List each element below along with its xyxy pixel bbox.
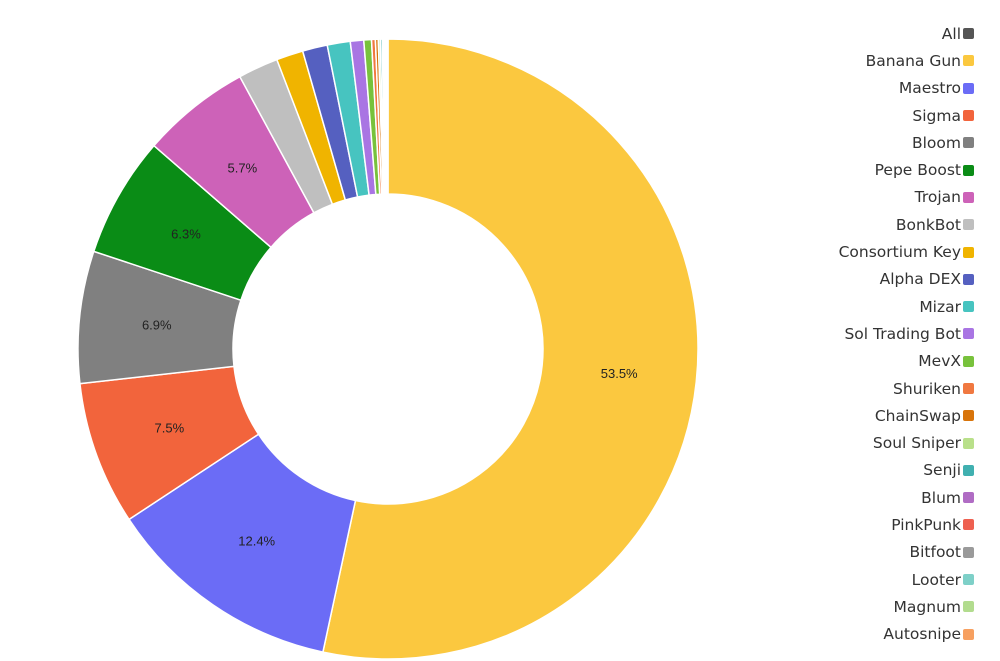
legend-label: Senji [923,461,961,480]
legend-label: Sol Trading Bot [844,324,961,343]
legend-swatch [963,546,974,558]
legend-swatch [963,246,974,258]
legend-label: Soul Sniper [872,434,961,453]
legend-item[interactable]: Magnum [734,593,974,620]
data-label-maestro: 12.4% [238,533,275,548]
legend-swatch [963,574,974,586]
legend-swatch [963,464,974,476]
legend-swatch [963,82,974,94]
legend-item[interactable]: BonkBot [734,211,974,238]
legend-swatch [963,164,974,176]
chart-legend: All Banana Gun Maestro Sigma Bloom Pepe Boost… [734,20,974,648]
legend-label: Maestro [898,79,961,98]
legend-label: BonkBot [895,215,961,234]
legend-item[interactable]: Pepe Boost [734,156,974,183]
legend-swatch [963,55,974,67]
legend-label: Banana Gun [865,51,961,70]
legend-label: Pepe Boost [874,161,961,180]
legend-item[interactable]: PinkPunk [734,511,974,538]
legend-item[interactable]: All [734,20,974,47]
legend-swatch [963,219,974,231]
data-label-pepe-boost: 6.3% [171,226,201,241]
legend-item[interactable]: Trojan [734,184,974,211]
legend-label: Sigma [912,106,961,125]
legend-item[interactable]: Sol Trading Bot [734,320,974,347]
legend-label: Looter [911,570,961,589]
legend-label: MevX [918,352,961,371]
slice-autosnipe [386,38,389,195]
legend-label: Blum [921,488,961,507]
legend-swatch [963,301,974,313]
legend-item[interactable]: Alpha DEX [734,266,974,293]
legend-label: Trojan [914,188,961,207]
legend-item[interactable]: Consortium Key [734,238,974,265]
legend-item[interactable]: Autosnipe [734,621,974,648]
legend-label: Bloom [911,133,961,152]
legend-item[interactable]: Maestro [734,75,974,102]
legend-swatch [963,191,974,203]
legend-item[interactable]: Banana Gun [734,47,974,74]
legend-swatch [963,628,974,640]
legend-item[interactable]: Shuriken [734,375,974,402]
legend-swatch [963,28,974,40]
legend-swatch [963,492,974,504]
slice-labels: 53.5% 12.4% 7.5% 6.9% 6.3% 5.7% [142,160,638,548]
legend-label: PinkPunk [891,515,961,534]
legend-item[interactable]: Senji [734,457,974,484]
legend-item[interactable]: Blum [734,484,974,511]
slice-maestro [128,433,357,653]
data-label-sigma: 7.5% [155,421,185,436]
donut-slices [77,38,699,660]
legend-label: Autosnipe [883,625,961,644]
data-label-bloom: 6.9% [142,317,172,332]
legend-item[interactable]: Bitfoot [734,539,974,566]
legend-swatch [963,410,974,422]
legend-swatch [963,383,974,394]
legend-item[interactable]: MevX [734,348,974,375]
legend-swatch [963,519,974,531]
legend-swatch [963,437,974,449]
legend-label: Magnum [893,597,961,616]
legend-label: Bitfoot [909,543,961,562]
legend-label: Alpha DEX [879,270,961,289]
legend-item[interactable]: Sigma [734,102,974,129]
data-label-trojan: 5.7% [228,160,258,175]
data-label-banana-gun: 53.5% [601,366,638,381]
legend-swatch [963,328,974,340]
legend-swatch [963,110,974,122]
legend-label: Consortium Key [838,243,961,262]
legend-swatch [963,137,974,149]
legend-label: Mizar [919,297,961,316]
legend-swatch [963,273,974,285]
legend-label: ChainSwap [874,406,961,425]
slice-banana-gun [322,38,699,660]
legend-item[interactable]: Soul Sniper [734,429,974,456]
legend-swatch [963,601,974,613]
legend-swatch [963,355,974,367]
legend-item[interactable]: ChainSwap [734,402,974,429]
legend-item[interactable]: Looter [734,566,974,593]
legend-item[interactable]: Bloom [734,129,974,156]
legend-label: Shuriken [893,379,961,398]
legend-label: All [941,24,961,43]
legend-item[interactable]: Mizar [734,293,974,320]
